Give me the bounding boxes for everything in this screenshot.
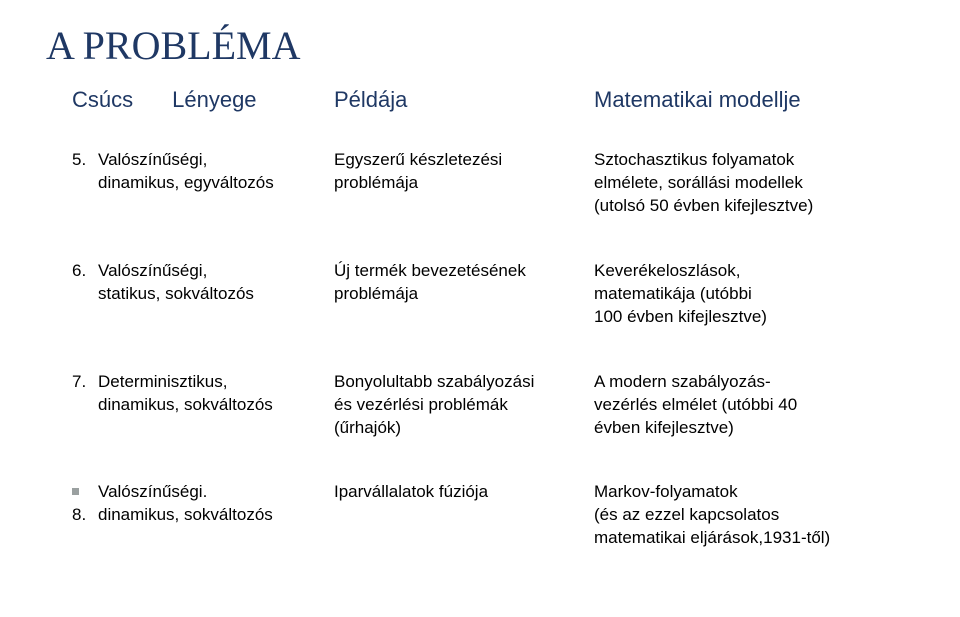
bullet-icon [72,488,79,495]
text-line: (és az ezzel kapcsolatos [594,504,920,527]
text-line: Bonyolultabb szabályozási [334,371,594,394]
page-title: A PROBLÉMA [46,22,920,69]
text-line: vezérlés elmélet (utóbbi 40 [594,394,920,417]
text-line: 100 évben kifejlesztve) [594,306,920,329]
text-line: problémája [334,172,594,195]
text-line: dinamikus, sokváltozós [98,504,334,527]
text-line: (utolsó 50 évben kifejlesztve) [594,195,920,218]
text-line: és vezérlési problémák [334,394,594,417]
cell-lenyege: Valószínűségi, dinamikus, egyváltozós [98,149,334,195]
text-line: dinamikus, sokváltozós [98,394,334,417]
text-line: Iparvállalatok fúziója [334,481,594,504]
table-row: 6. Valószínűségi, statikus, sokváltozós … [46,260,920,329]
text-line: elmélete, sorállási modellek [594,172,920,195]
row-num-text: 8. [72,505,86,524]
text-line: Keverékeloszlások, [594,260,920,283]
text-line: Egyszerű készletezési [334,149,594,172]
text-line: Valószínűségi. [98,481,334,504]
text-line: Determinisztikus, [98,371,334,394]
text-line: dinamikus, egyváltozós [98,172,334,195]
text-line: problémája [334,283,594,306]
cell-modell: Markov-folyamatok (és az ezzel kapcsolat… [594,481,920,550]
cell-peldaja: Bonyolultabb szabályozási és vezérlési p… [334,371,594,440]
row-num: 7. [72,371,98,394]
text-line: Új termék bevezetésének [334,260,594,283]
table-row: 7. Determinisztikus, dinamikus, sokválto… [46,371,920,440]
text-line: (űrhajók) [334,417,594,440]
cell-lenyege: Valószínűségi, statikus, sokváltozós [98,260,334,306]
column-headers: Csúcs Lényege Példája Matematikai modell… [46,87,920,113]
header-peldaja: Példája [334,87,594,113]
row-num: 8. [72,481,98,527]
table-row: 5. Valószínűségi, dinamikus, egyváltozós… [46,149,920,218]
text-line: matematikája (utóbbi [594,283,920,306]
cell-modell: Sztochasztikus folyamatok elmélete, sorá… [594,149,920,218]
header-modell: Matematikai modellje [594,87,920,113]
cell-peldaja: Egyszerű készletezési problémája [334,149,594,195]
text-line: évben kifejlesztve) [594,417,920,440]
cell-lenyege: Determinisztikus, dinamikus, sokváltozós [98,371,334,417]
text-line: statikus, sokváltozós [98,283,334,306]
header-lenyege: Lényege [172,87,256,112]
cell-modell: Keverékeloszlások, matematikája (utóbbi … [594,260,920,329]
text-line: Markov-folyamatok [594,481,920,504]
slide: A PROBLÉMA Csúcs Lényege Példája Matemat… [0,0,960,617]
text-line: A modern szabályozás- [594,371,920,394]
cell-peldaja: Új termék bevezetésének problémája [334,260,594,306]
header-csucs: Csúcs [72,87,166,113]
table-row: 8. Valószínűségi. dinamikus, sokváltozós… [46,481,920,550]
header-col1: Csúcs Lényege [72,87,334,113]
row-num: 5. [72,149,98,172]
cell-modell: A modern szabályozás- vezérlés elmélet (… [594,371,920,440]
cell-lenyege: Valószínűségi. dinamikus, sokváltozós [98,481,334,527]
text-line: Valószínűségi, [98,260,334,283]
cell-peldaja: Iparvállalatok fúziója [334,481,594,504]
row-num: 6. [72,260,98,283]
text-line: matematikai eljárások,1931-től) [594,527,920,550]
text-line: Valószínűségi, [98,149,334,172]
text-line: Sztochasztikus folyamatok [594,149,920,172]
